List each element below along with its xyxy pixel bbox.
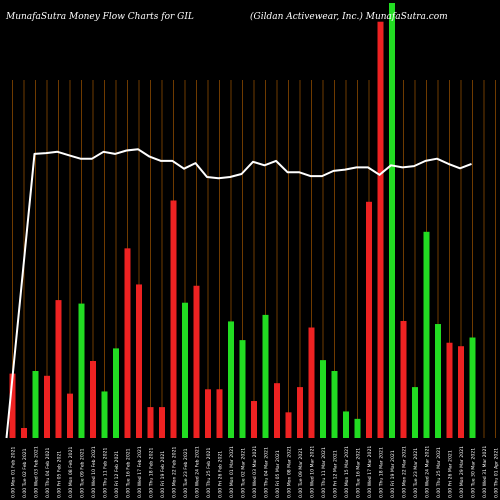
x-tick-label: 0.00 Wed 17 Feb 2021 [137, 446, 143, 498]
x-tick-label: 0.00 Thu 04 Feb 2021 [45, 448, 51, 498]
x-tick-label: 0.00 Thu 25 Feb 2021 [206, 448, 212, 498]
money-flow-bar [136, 284, 142, 438]
money-flow-bar [239, 340, 246, 438]
x-tick-label: 0.00 Fri 12 Feb 2021 [114, 451, 120, 498]
x-tick-label: 0.00 Mon 01 Mar 2021 [229, 446, 235, 498]
x-tick-label: 0.00 Fri 05 Mar 2021 [275, 450, 281, 498]
x-tick-label: 0.00 Thu 11 Mar 2021 [321, 447, 327, 498]
x-tick-label: 0.00 Wed 03 Feb 2021 [34, 446, 40, 498]
x-tick-label: 0.00 Tue 02 Mar 2021 [241, 448, 247, 498]
money-flow-bar [458, 346, 464, 438]
money-flow-bar [216, 389, 223, 438]
x-tick-label: 0.00 Fri 12 Mar 2021 [333, 450, 339, 498]
x-tick-label: 0.00 Fri 26 Mar 2021 [448, 450, 454, 498]
chart-subtitle: (Gildan Activewear, Inc.) MunafaSutra.co… [250, 11, 448, 22]
money-flow-bar [159, 407, 165, 438]
x-tick-label: 0.00 Tue 16 Feb 2021 [126, 448, 132, 498]
x-tick-label: 0.00 Mon 29 Mar 2021 [459, 446, 465, 498]
x-tick-label: 0.00 Wed 10 Feb 2021 [91, 446, 97, 498]
money-flow-bar [389, 3, 395, 438]
x-tick-label: 0.00 Tue 30 Mar 2021 [471, 448, 477, 498]
x-tick-label: 0.00 Fri 05 Feb 2021 [57, 451, 63, 498]
money-flow-bar [251, 401, 257, 438]
money-flow-bar [262, 314, 269, 438]
money-flow-bar [67, 393, 73, 438]
x-tick-label: 0.00 Wed 10 Mar 2021 [310, 446, 316, 498]
money-flow-bar [343, 411, 349, 438]
money-flow-bar [147, 407, 154, 438]
money-flow-bar [274, 383, 280, 438]
x-tick-label: 0.00 Thu 18 Feb 2021 [149, 448, 155, 498]
x-tick-label: 0.00 Tue 23 Mar 2021 [413, 448, 419, 498]
money-flow-bar [78, 303, 85, 438]
x-tick-label: 0.00 Wed 17 Mar 2021 [367, 446, 373, 498]
x-tick-label: 0.00 Fri 19 Mar 2021 [390, 450, 396, 498]
x-tick-label: 0.00 Wed 24 Mar 2021 [425, 446, 431, 498]
x-tick-label: 0.00 Thu 11 Feb 2021 [103, 448, 109, 498]
money-flow-bar [9, 373, 16, 438]
money-flow-bar [21, 427, 27, 438]
money-flow-bar [90, 361, 96, 438]
x-tick-label: 0.00 Tue 09 Feb 2021 [80, 448, 86, 498]
money-flow-bar [285, 412, 292, 438]
chart-title: MunafaSutra Money Flow Charts for GIL [5, 12, 194, 22]
x-tick-label: 0.00 Tue 09 Mar 2021 [298, 448, 304, 498]
money-flow-bar [331, 371, 338, 438]
x-tick-label: 0.00 Wed 24 Feb 2021 [195, 446, 201, 498]
money-flow-bars [9, 3, 476, 439]
x-tick-label: 0.00 Mon 08 Mar 2021 [287, 446, 293, 498]
money-flow-bar [170, 200, 177, 438]
money-flow-bar [44, 375, 50, 438]
money-flow-bar [366, 201, 372, 438]
money-flow-bar [377, 21, 384, 439]
price-line [5, 148, 472, 439]
x-tick-label: 0.00 Fri 26 Feb 2021 [218, 451, 224, 498]
money-flow-bar [228, 321, 234, 438]
money-flow-bar [182, 302, 188, 438]
x-tick-label: 0.00 Mon 22 Feb 2021 [172, 446, 178, 498]
money-flow-bar [124, 248, 131, 438]
x-tick-label: 0.00 Tue 02 Feb 2021 [22, 448, 28, 498]
money-flow-bar [435, 324, 441, 438]
x-tick-label: 0.00 Thu 18 Mar 2021 [379, 447, 385, 498]
money-flow-bar [205, 389, 211, 438]
x-tick-label: 0.00 Mon 22 Mar 2021 [402, 446, 408, 498]
money-flow-bar [308, 327, 315, 438]
x-tick-label: 0.00 Tue 16 Mar 2021 [356, 448, 362, 498]
x-tick-label: 0.00 Thu 01 Apr 2021 [494, 448, 500, 498]
money-flow-bar [412, 387, 418, 438]
money-flow-bar [446, 342, 453, 438]
x-tick-label: 0.00 Fri 19 Feb 2021 [160, 451, 166, 498]
money-flow-bar [32, 371, 39, 438]
x-tick-label: 0.00 Mon 15 Mar 2021 [344, 446, 350, 498]
money-flow-bar [469, 337, 476, 438]
money-flow-bar [113, 348, 119, 438]
x-tick-label: 0.00 Tue 23 Feb 2021 [183, 448, 189, 498]
money-flow-bar [55, 300, 62, 438]
money-flow-bar [423, 231, 430, 438]
x-tick-label: 0.00 Mon 08 Feb 2021 [68, 446, 74, 498]
money-flow-bar [400, 320, 407, 438]
x-tick-labels: 0.00 Mon 01 Feb 2021 0.00 Tue 02 Feb 2021… [11, 446, 500, 498]
money-flow-bar [354, 418, 361, 438]
x-tick-label: 0.00 Thu 25 Mar 2021 [436, 447, 442, 498]
x-tick-label: 0.00 Wed 03 Mar 2021 [252, 446, 258, 498]
x-tick-label: 0.00 Mon 01 Feb 2021 [11, 446, 17, 498]
x-tick-label: 0.00 Wed 31 Mar 2021 [482, 446, 488, 498]
money-flow-bar [193, 285, 200, 438]
money-flow-bar [101, 391, 108, 438]
x-tick-label: 0.00 Thu 04 Mar 2021 [264, 447, 270, 498]
money-flow-bar [297, 387, 303, 438]
money-flow-bar [320, 360, 326, 438]
